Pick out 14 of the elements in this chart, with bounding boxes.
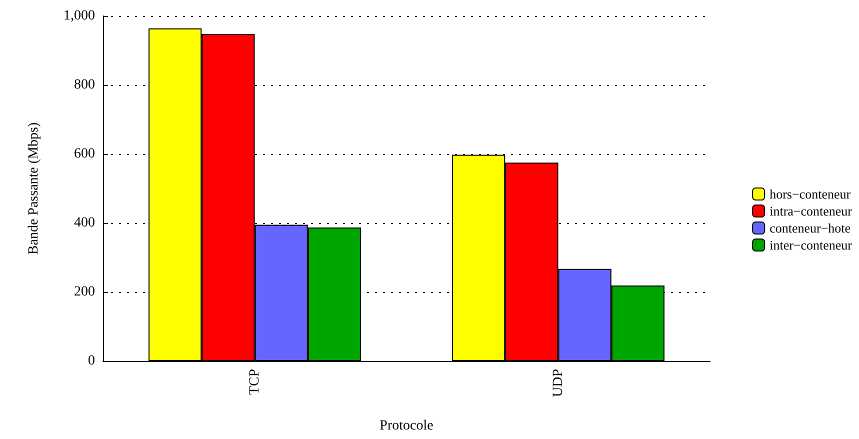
x-axis-title: Protocole bbox=[380, 418, 434, 434]
y-tick-label: 400 bbox=[74, 216, 95, 230]
legend-label: conteneur−hote bbox=[770, 220, 851, 236]
y-tick-label: 800 bbox=[74, 78, 95, 92]
y-tick-label: 0 bbox=[88, 354, 95, 368]
legend-label: inter−conteneur bbox=[770, 238, 853, 252]
y-tick-label: 600 bbox=[74, 146, 95, 162]
x-tick-label: UDP bbox=[550, 368, 566, 398]
x-tick-label: TCP bbox=[247, 368, 262, 395]
legend-label: hors−conteneur bbox=[770, 186, 852, 202]
y-axis-title: Bande Passante (Mbps) bbox=[26, 122, 42, 255]
y-tick-label: 200 bbox=[74, 284, 95, 300]
legend-label: intra−conteneur bbox=[770, 204, 853, 218]
y-tick-label: 1,000 bbox=[64, 8, 95, 24]
